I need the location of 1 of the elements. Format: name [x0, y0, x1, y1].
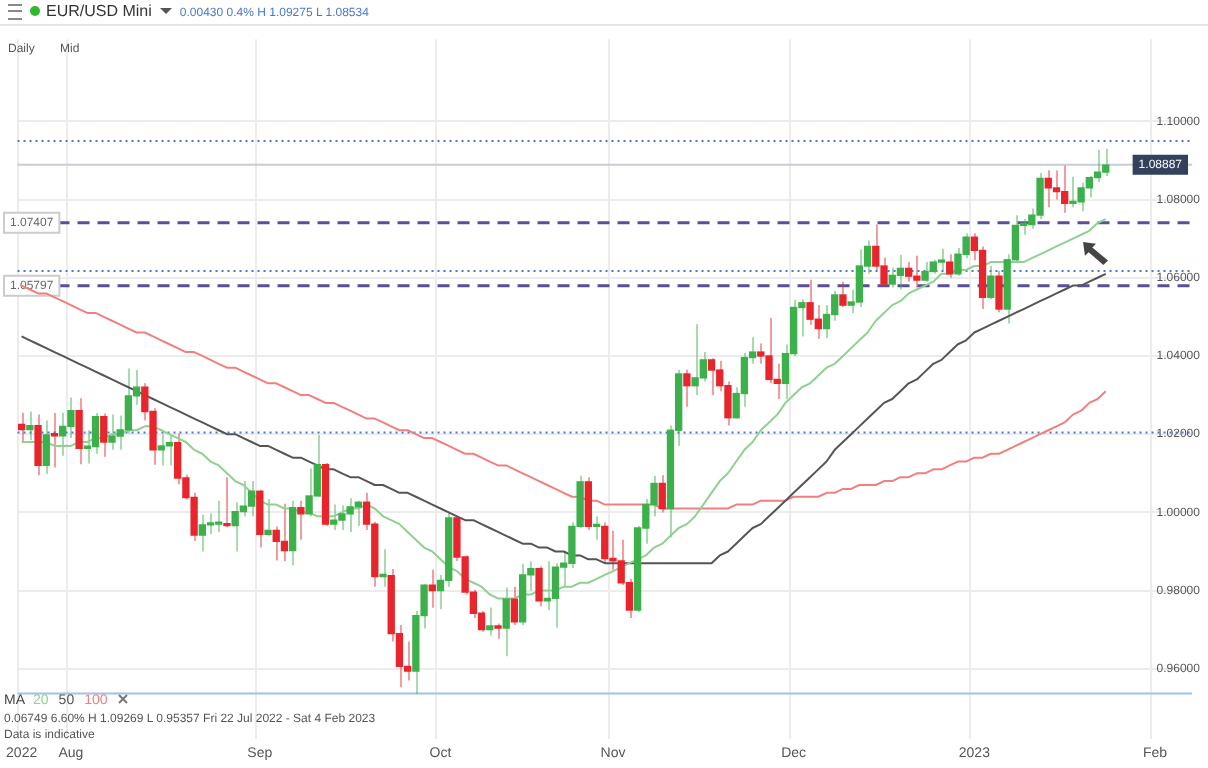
chart-title: EUR/USD Mini	[46, 2, 152, 20]
